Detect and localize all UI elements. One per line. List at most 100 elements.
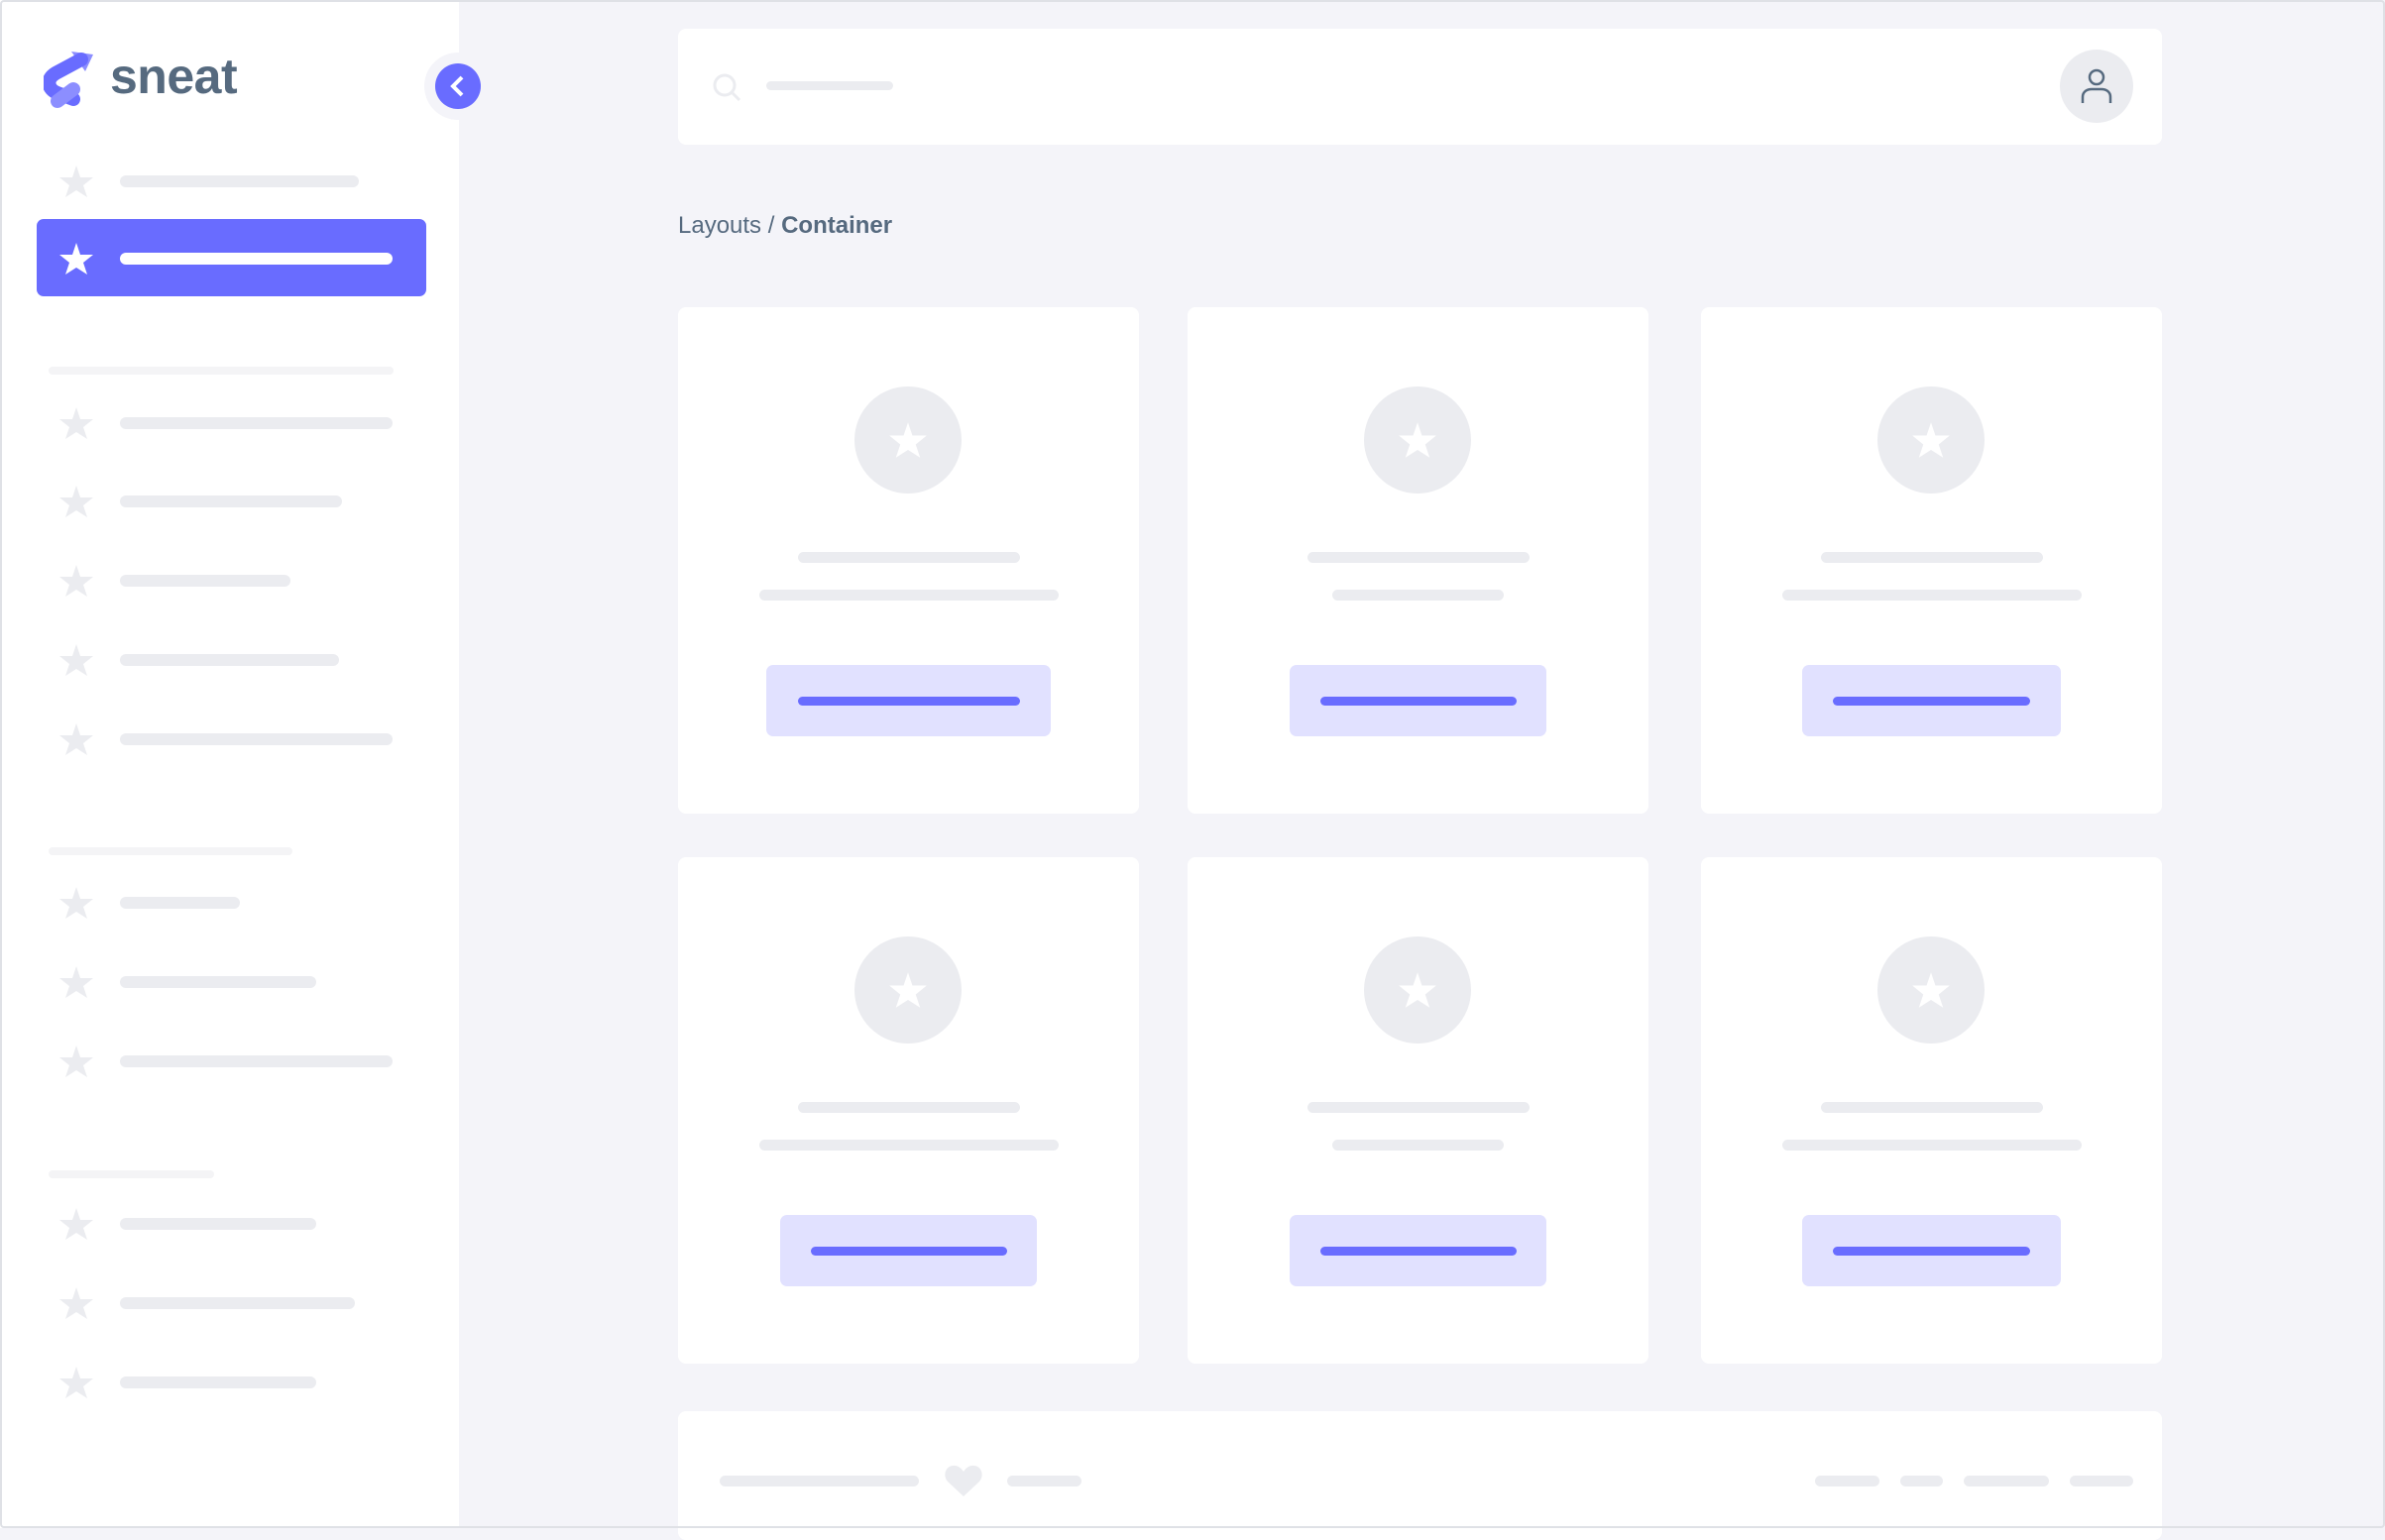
- footer-link-2[interactable]: [1900, 1476, 1943, 1486]
- sidebar-item[interactable]: [37, 152, 426, 211]
- star-icon: [59, 565, 93, 597]
- card: [1701, 857, 2162, 1364]
- sidebar-item-label: [120, 575, 290, 587]
- sidebar-item[interactable]: [37, 1032, 426, 1091]
- sidebar-item-label: [120, 1297, 355, 1309]
- logo[interactable]: [42, 46, 99, 117]
- card: [678, 857, 1139, 1364]
- star-icon: [59, 966, 93, 998]
- star-icon: [59, 887, 93, 919]
- star-icon: [889, 422, 927, 458]
- sidebar-item[interactable]: [37, 952, 426, 1012]
- card-button-label: [797, 697, 1020, 706]
- card-button[interactable]: [1802, 665, 2061, 736]
- star-icon: [1399, 972, 1436, 1008]
- card-title: [797, 552, 1020, 563]
- card-text: [1332, 1140, 1504, 1151]
- card-title: [797, 1102, 1020, 1113]
- sidebar-item-label: [120, 976, 316, 988]
- card-button[interactable]: [780, 1215, 1037, 1286]
- card: [678, 307, 1139, 814]
- card-button-label: [810, 1247, 1007, 1256]
- sidebar-item[interactable]: [37, 1273, 426, 1333]
- sidebar-item-label: [120, 417, 393, 429]
- sidebar-item[interactable]: [37, 472, 426, 531]
- sidebar-item-label: [120, 733, 393, 745]
- star-icon: [59, 1287, 93, 1319]
- sidebar-item-label: [120, 1376, 316, 1388]
- card-button[interactable]: [1290, 665, 1546, 736]
- sidebar: sneat: [0, 0, 492, 1528]
- card: [1188, 307, 1648, 814]
- card-text: [758, 1140, 1059, 1151]
- sidebar-item[interactable]: [37, 873, 426, 933]
- sidebar-item-label: [120, 495, 342, 507]
- sidebar-item-label: [120, 253, 393, 265]
- sidebar-section-header: [49, 1170, 214, 1178]
- card-button-label: [1319, 697, 1517, 706]
- user-icon: [2081, 68, 2112, 103]
- card-text: [1332, 590, 1504, 601]
- collapse-sidebar-button[interactable]: [435, 63, 481, 109]
- star-icon: [59, 1045, 93, 1077]
- breadcrumb-parent[interactable]: Layouts: [678, 212, 762, 239]
- footer-link-3[interactable]: [1964, 1476, 2049, 1486]
- star-icon: [59, 243, 93, 275]
- search-input[interactable]: [766, 81, 893, 90]
- footer-link-4[interactable]: [2070, 1476, 2133, 1486]
- chevron-left-icon: [450, 75, 464, 97]
- heart-icon: [945, 1465, 982, 1496]
- card-icon-circle: [1877, 936, 1985, 1044]
- sidebar-section-header: [49, 847, 292, 855]
- star-icon: [1912, 422, 1950, 458]
- card-button[interactable]: [1290, 1215, 1546, 1286]
- card-icon-circle: [854, 936, 962, 1044]
- star-icon: [59, 723, 93, 755]
- star-icon: [59, 1208, 93, 1240]
- breadcrumb-separator: /: [761, 212, 782, 239]
- card: [1701, 307, 2162, 814]
- card-title: [1820, 552, 2043, 563]
- sidebar-item[interactable]: [37, 229, 426, 288]
- footer-link-1[interactable]: [1815, 1476, 1879, 1486]
- sidebar-item-label: [120, 1218, 316, 1230]
- star-icon: [1399, 422, 1436, 458]
- card-title: [1820, 1102, 2043, 1113]
- sidebar-item-label: [120, 897, 240, 909]
- card-icon-circle: [1877, 386, 1985, 494]
- brand-name: sneat: [110, 49, 238, 104]
- sidebar-item[interactable]: [37, 1194, 426, 1254]
- card-button-label: [1833, 697, 2030, 706]
- card-button[interactable]: [1802, 1215, 2061, 1286]
- sidebar-item[interactable]: [37, 1353, 426, 1412]
- star-icon: [59, 486, 93, 517]
- star-icon: [1912, 972, 1950, 1008]
- card-icon-circle: [854, 386, 962, 494]
- card-button[interactable]: [766, 665, 1051, 736]
- search-icon[interactable]: [712, 72, 743, 104]
- card-title: [1306, 1102, 1530, 1113]
- sidebar-item[interactable]: [37, 393, 426, 453]
- star-icon: [59, 165, 93, 197]
- star-icon: [59, 644, 93, 676]
- sidebar-item[interactable]: [37, 551, 426, 610]
- sidebar-item-label: [120, 654, 339, 666]
- sidebar-item-label: [120, 1055, 393, 1067]
- footer: [678, 1411, 2162, 1540]
- footer-copyright: [720, 1476, 919, 1486]
- card-title: [1306, 552, 1530, 563]
- card-text: [1781, 590, 2082, 601]
- card-button-label: [1833, 1247, 2030, 1256]
- star-icon: [59, 407, 93, 439]
- sidebar-item[interactable]: [37, 710, 426, 769]
- star-icon: [889, 972, 927, 1008]
- avatar[interactable]: [2060, 50, 2133, 123]
- breadcrumb-current: Container: [781, 212, 893, 239]
- card-icon-circle: [1364, 386, 1471, 494]
- logo-icon: [42, 52, 93, 108]
- sidebar-item[interactable]: [37, 630, 426, 690]
- card-button-label: [1319, 1247, 1517, 1256]
- footer-author-link[interactable]: [1007, 1476, 1081, 1486]
- breadcrumb: Layouts / Container: [678, 212, 892, 240]
- card: [1188, 857, 1648, 1364]
